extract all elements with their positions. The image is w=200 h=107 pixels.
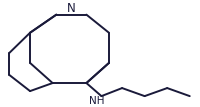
- Text: N: N: [67, 2, 75, 15]
- Text: NH: NH: [89, 96, 104, 106]
